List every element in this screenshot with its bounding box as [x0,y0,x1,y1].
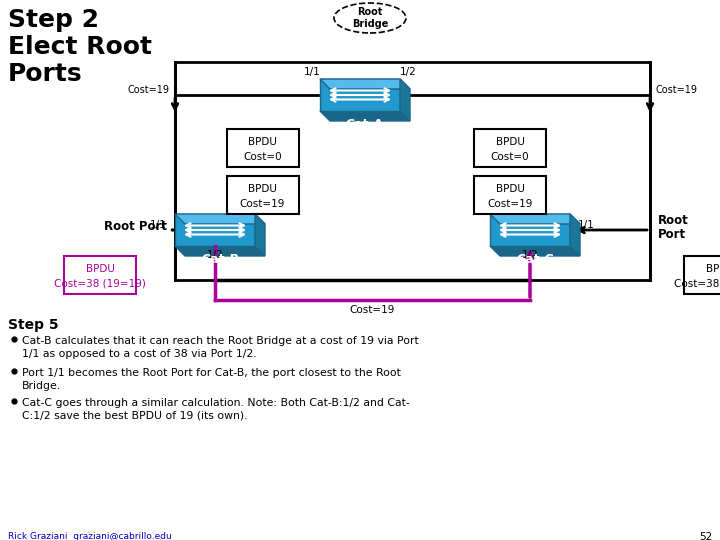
Polygon shape [175,214,265,224]
Text: Cost=19: Cost=19 [240,199,285,209]
FancyBboxPatch shape [684,256,720,294]
Polygon shape [320,79,410,89]
Text: Cost=0: Cost=0 [491,152,529,162]
Text: Cost=0: Cost=0 [243,152,282,162]
Text: Cat-B calculates that it can reach the Root Bridge at a cost of 19 via Port
1/1 : Cat-B calculates that it can reach the R… [22,336,419,359]
Text: Cat-B: Cat-B [201,253,239,266]
Text: Port 1/1 becomes the Root Port for Cat-B, the port closest to the Root
Bridge.: Port 1/1 becomes the Root Port for Cat-B… [22,368,401,391]
Text: 1/1: 1/1 [578,220,595,230]
Polygon shape [490,214,570,246]
Text: BPDU: BPDU [248,137,277,147]
FancyBboxPatch shape [64,256,136,294]
Text: Cat-C: Cat-C [516,253,554,266]
Text: Cost=19: Cost=19 [487,199,533,209]
Text: Cost=19: Cost=19 [128,85,170,95]
Polygon shape [490,246,580,256]
Text: 52: 52 [698,532,712,540]
Text: BPDU: BPDU [495,137,524,147]
Text: Rick Graziani  graziani@cabrillo.edu: Rick Graziani graziani@cabrillo.edu [8,532,172,540]
Text: Step 5: Step 5 [8,318,58,332]
Text: Cost=38 (19=19): Cost=38 (19=19) [674,279,720,289]
Text: Root Port: Root Port [104,220,167,233]
FancyBboxPatch shape [474,176,546,214]
Text: Root
Bridge: Root Bridge [352,7,388,29]
Polygon shape [490,214,580,224]
FancyBboxPatch shape [227,129,299,167]
Text: Root
Port: Root Port [658,213,689,240]
Text: Cost=19: Cost=19 [655,85,697,95]
Text: 1/1: 1/1 [150,220,167,230]
Text: Cat-C goes through a similar calculation. Note: Both Cat-B:1/2 and Cat-
C:1/2 sa: Cat-C goes through a similar calculation… [22,398,410,421]
FancyBboxPatch shape [474,129,546,167]
FancyBboxPatch shape [227,176,299,214]
Bar [175,62,650,280]
Text: 1/2: 1/2 [521,250,539,260]
Text: 1/2: 1/2 [207,250,223,260]
Text: Cat-A: Cat-A [346,118,384,131]
Text: BPDU: BPDU [495,184,524,194]
Polygon shape [175,246,265,256]
Polygon shape [175,214,255,246]
Polygon shape [320,79,400,111]
Polygon shape [255,214,265,256]
Text: Step 2
Elect Root
Ports: Step 2 Elect Root Ports [8,8,152,86]
Polygon shape [400,79,410,121]
Text: 1/2: 1/2 [400,67,416,77]
Text: BPDU: BPDU [248,184,277,194]
Text: BPDU: BPDU [706,264,720,274]
Text: Cost=38 (19=19): Cost=38 (19=19) [54,279,146,289]
Polygon shape [570,214,580,256]
Text: 1/1: 1/1 [304,67,320,77]
Text: Cost=19: Cost=19 [350,305,395,315]
Polygon shape [320,111,410,121]
Text: BPDU: BPDU [86,264,114,274]
